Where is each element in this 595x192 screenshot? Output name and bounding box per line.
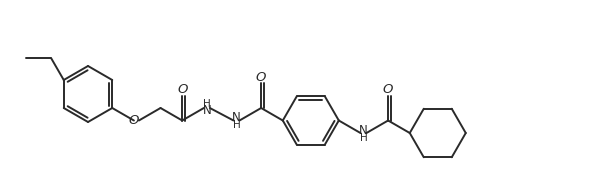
Text: N: N (232, 111, 241, 124)
Text: O: O (256, 70, 267, 84)
Text: O: O (383, 83, 393, 96)
Text: H: H (359, 133, 367, 143)
Text: H: H (203, 99, 211, 109)
Text: O: O (129, 114, 139, 127)
Text: O: O (177, 83, 187, 96)
Text: N: N (202, 103, 211, 117)
Text: N: N (359, 124, 368, 137)
Text: H: H (233, 121, 240, 131)
